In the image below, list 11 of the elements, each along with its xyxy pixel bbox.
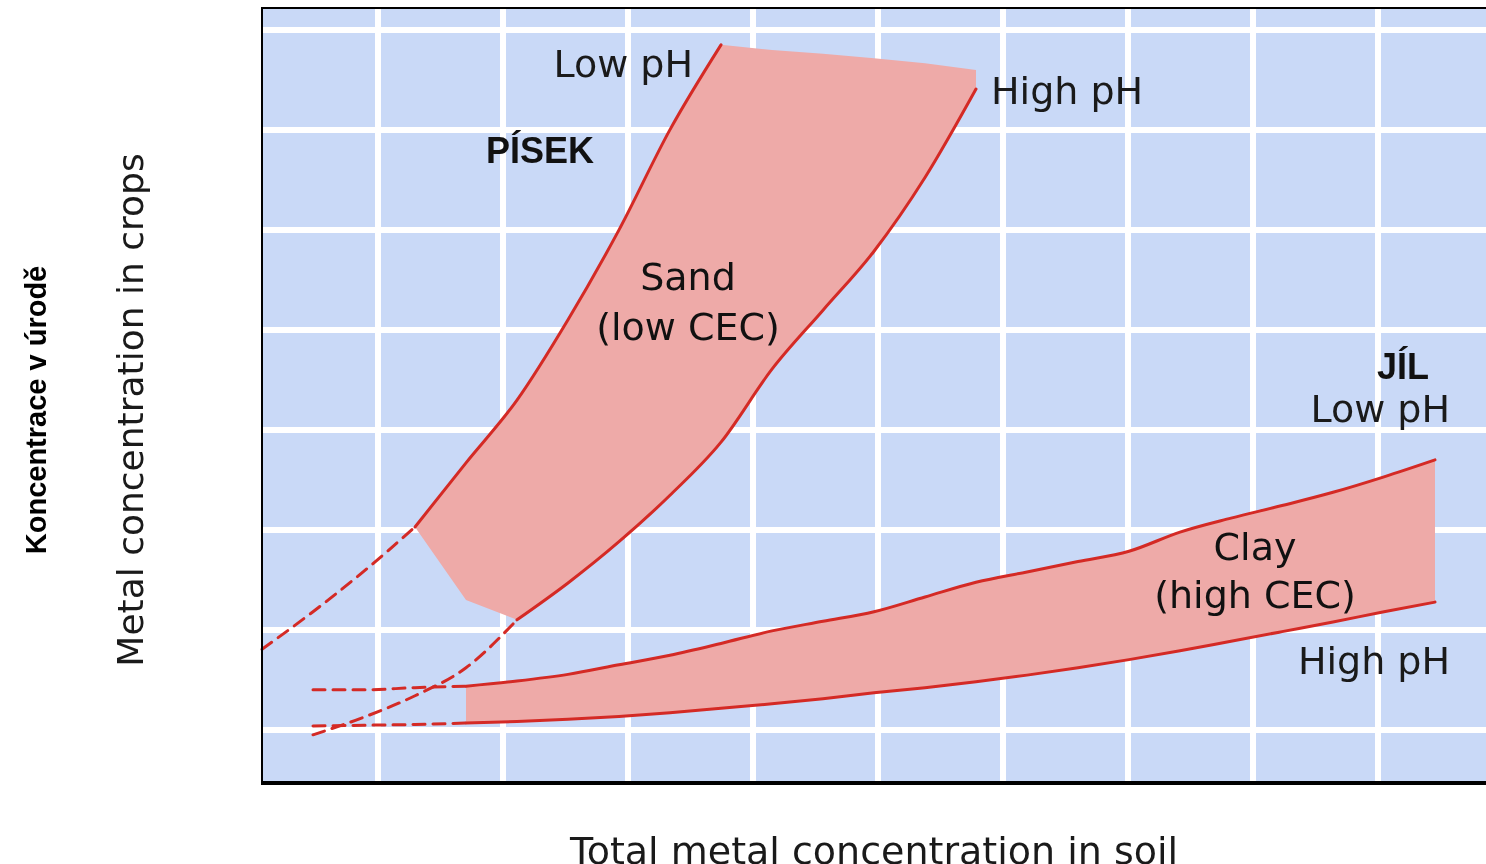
annotation: Clay (high CEC) (1154, 525, 1356, 617)
series-label: High pH (1297, 639, 1450, 684)
series-label: High pH (991, 69, 1144, 114)
series-label: Low pH (553, 41, 693, 86)
y-axis-title: Metal concentration in crops (109, 153, 151, 667)
annotation: Sand (low CEC) (596, 255, 780, 349)
text: Koncentrace v úrodě (19, 265, 53, 555)
annotation: JÍL (1376, 346, 1430, 387)
annotation: PÍSEK (485, 130, 595, 171)
x-axis-title: Total metal concentration in soil (568, 829, 1179, 864)
series-label: Low pH (1310, 386, 1450, 431)
